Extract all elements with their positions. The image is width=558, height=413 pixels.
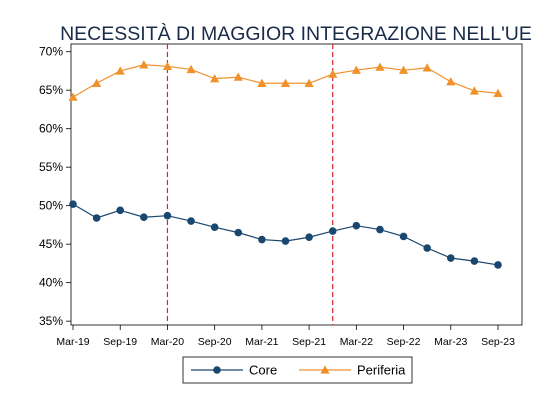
data-point [210,223,219,232]
data-point [352,221,361,230]
data-point [92,214,101,222]
data-point [422,63,432,72]
y-tick-label: 70% [39,45,63,59]
x-tick-label: Sep-19 [103,336,137,348]
data-point [68,92,78,101]
data-point [233,72,243,81]
data-point [469,86,479,95]
y-tick-label: 35% [39,314,63,328]
data-point [69,200,77,208]
data-point [375,62,385,71]
x-tick-label: Mar-20 [151,336,184,348]
data-point [328,227,337,235]
x-tick-label: Sep-23 [481,336,515,348]
data-point [115,66,125,75]
legend-label: Core [249,363,277,378]
data-point [162,61,173,71]
data-point [304,78,314,87]
legend-label: Periferia [357,363,406,378]
x-tick-label: Sep-20 [198,336,232,348]
x-tick-label: Sep-22 [387,336,421,348]
data-point [186,64,196,74]
x-tick-label: Mar-19 [56,336,89,348]
data-point [446,254,455,262]
data-point [116,206,125,215]
data-point [398,65,409,74]
plot-border [70,43,523,326]
y-tick-label: 55% [39,160,63,174]
legend: Core Periferia [182,356,413,384]
data-point [258,235,266,244]
y-tick-label: 45% [39,237,63,251]
data-point [494,261,502,269]
data-point [320,365,330,374]
data-point [163,211,172,220]
x-tick-label: Mar-23 [434,336,467,348]
y-tick-label: 60% [39,122,63,136]
data-point [213,366,221,374]
data-point [423,244,431,252]
data-point [234,228,243,237]
data-point [92,78,102,87]
data-point [328,69,338,78]
data-point [351,65,361,74]
data-point [305,233,313,242]
x-tick-label: Sep-21 [292,336,326,348]
data-point [399,232,408,241]
y-tick-label: 65% [39,83,63,97]
data-point [281,237,290,245]
data-point [187,217,195,225]
data-point [470,257,479,265]
data-point [376,225,384,234]
y-tick-label: 40% [39,276,63,290]
data-point [493,88,503,97]
data-point [210,74,220,83]
data-point [140,213,148,222]
x-tick-label: Mar-21 [245,336,278,348]
y-tick-label: 50% [39,199,63,213]
data-point [280,78,291,87]
data-point [139,60,149,69]
data-point [257,78,267,87]
x-tick-label: Mar-22 [340,336,373,348]
plot-area: 35% 40% 45% 50% 55% 60% 65% 70% Mar-19 Sep-19 Mar-… [39,43,523,348]
chart-title: NECESSITÀ DI MAGGIOR INTEGRAZIONE NELL'U… [60,22,532,45]
data-point [446,77,456,86]
